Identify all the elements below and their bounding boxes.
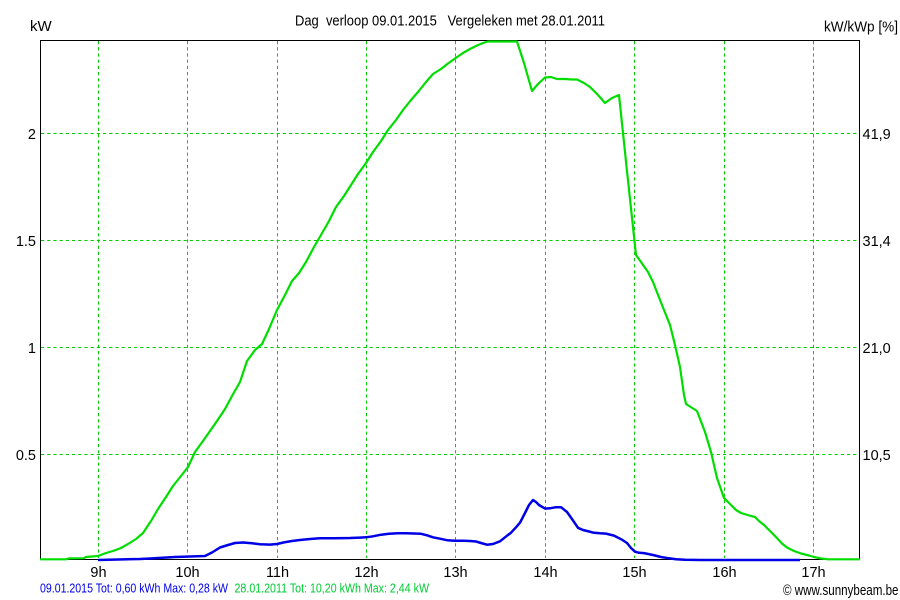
svg-text:16h: 16h <box>712 565 736 581</box>
svg-text:21,0: 21,0 <box>863 341 891 357</box>
svg-text:9h: 9h <box>90 565 106 581</box>
svg-text:12h: 12h <box>354 565 378 581</box>
svg-text:09.01.2015 Tot: 0,60 kWh Max:: 09.01.2015 Tot: 0,60 kWh Max: 0,28 kW <box>40 581 229 596</box>
svg-text:13h: 13h <box>443 565 467 581</box>
svg-text:10h: 10h <box>175 565 199 581</box>
svg-text:17h: 17h <box>801 565 825 581</box>
svg-text:10,5: 10,5 <box>863 448 891 464</box>
svg-text:Dag verloop 09.01.2015 Verg: Dag verloop 09.01.2015 Vergeleken met 28… <box>295 13 605 30</box>
svg-text:15h: 15h <box>622 565 646 581</box>
svg-text:28.01.2011 Tot: 10,20 kWh Max:: 28.01.2011 Tot: 10,20 kWh Max: 2,44 kW <box>235 581 430 596</box>
svg-text:41,9: 41,9 <box>863 127 891 143</box>
svg-text:31,4: 31,4 <box>863 234 891 250</box>
svg-text:2: 2 <box>28 127 36 143</box>
svg-text:14h: 14h <box>533 565 557 581</box>
svg-text:0.5: 0.5 <box>16 448 36 464</box>
svg-text:11h: 11h <box>266 565 289 581</box>
svg-text:kW/kWp [%]: kW/kWp [%] <box>824 19 898 36</box>
svg-text:1: 1 <box>28 341 36 357</box>
svg-text:© www.sunnybeam.be: © www.sunnybeam.be <box>783 582 899 599</box>
svg-text:1.5: 1.5 <box>16 234 36 250</box>
svg-text:kW: kW <box>30 18 53 35</box>
